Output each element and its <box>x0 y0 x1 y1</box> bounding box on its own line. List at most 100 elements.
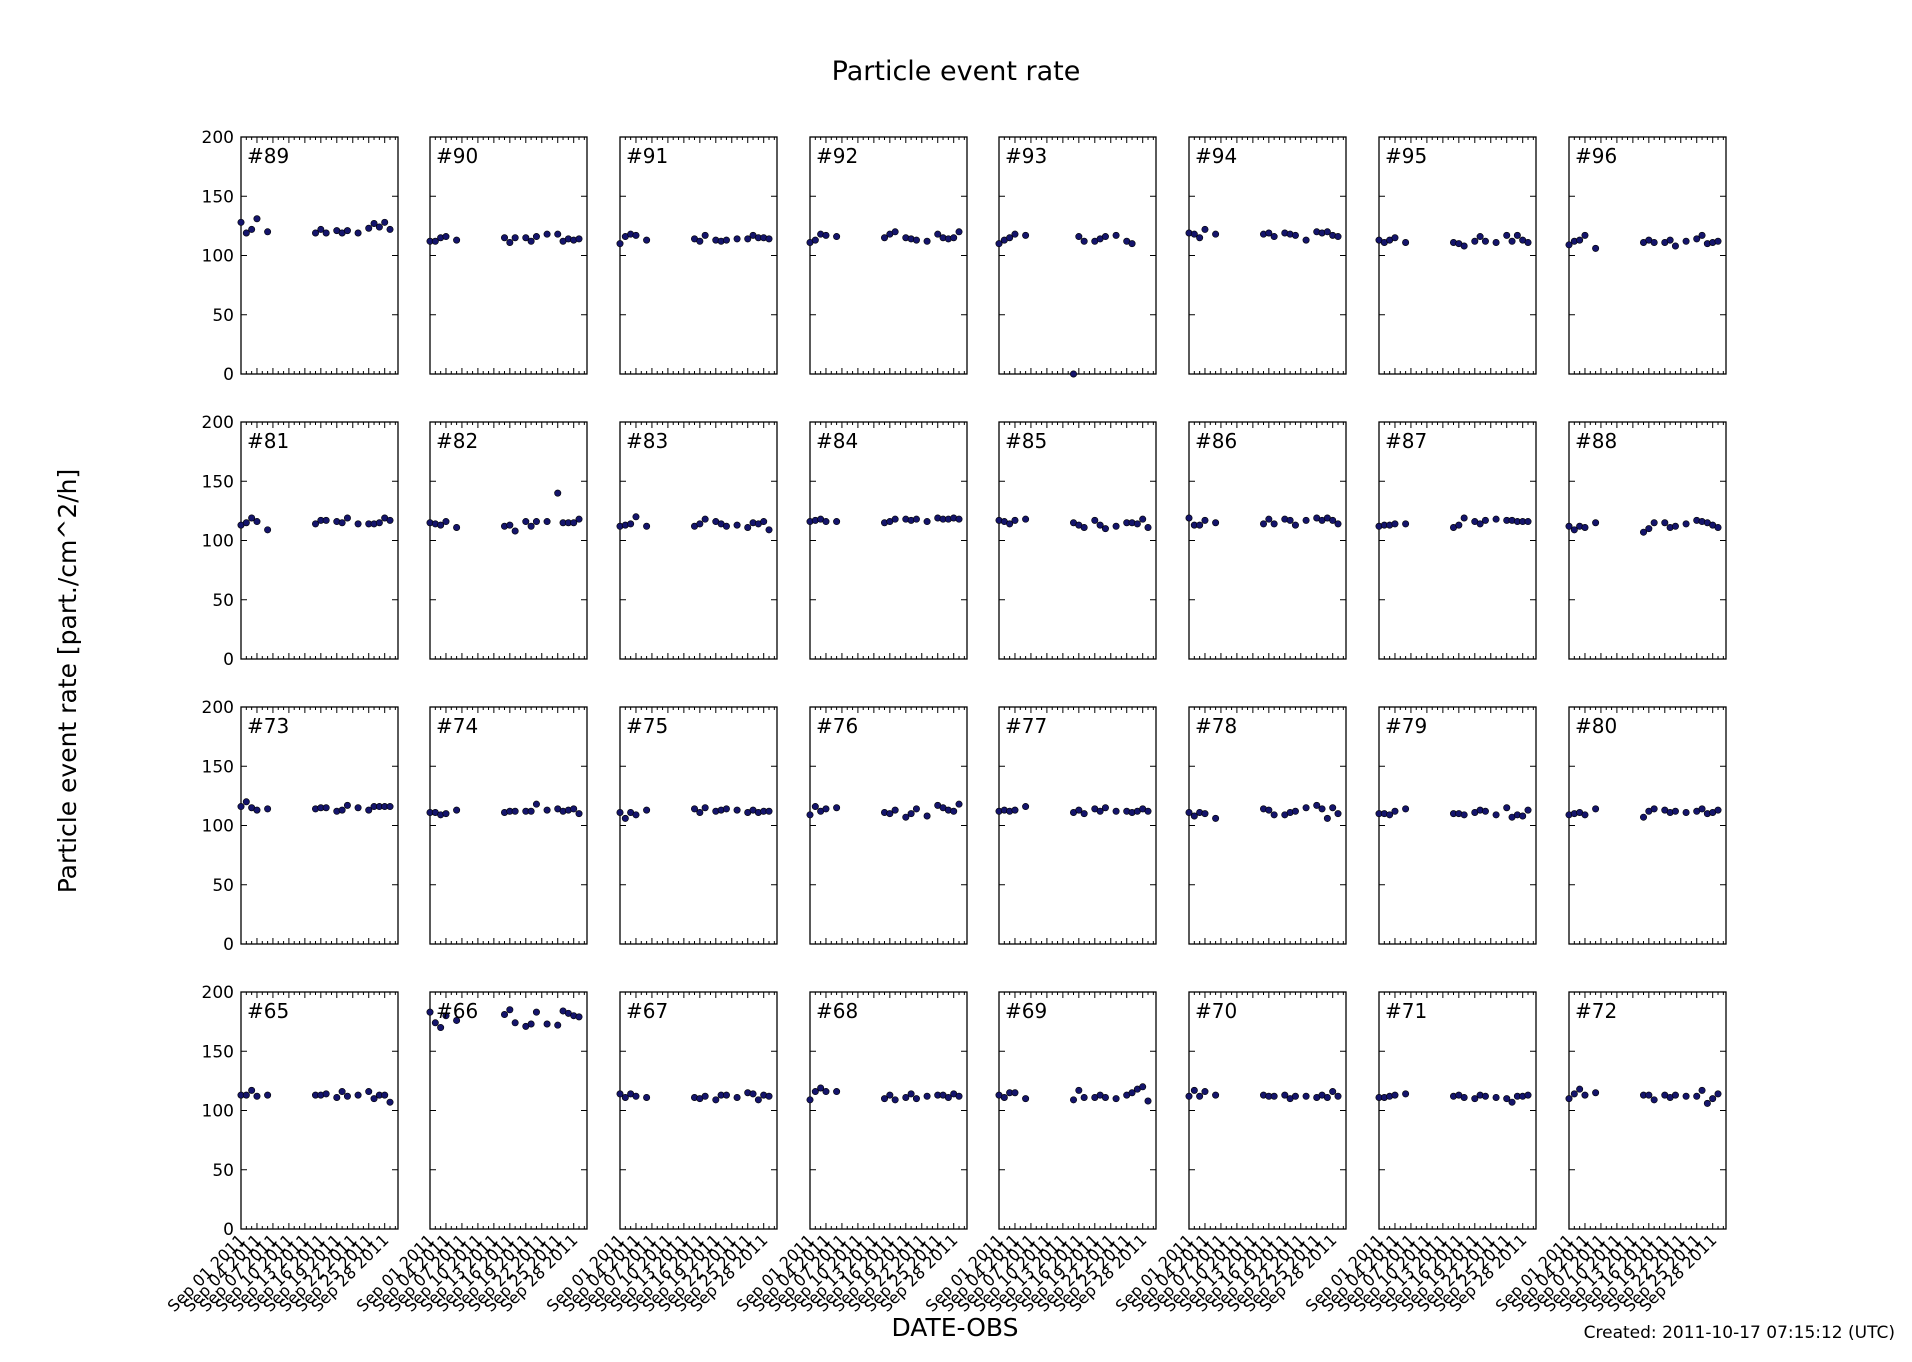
panel-78: #78 <box>1185 706 1347 945</box>
data-point <box>1000 1093 1008 1101</box>
data-point <box>248 225 256 233</box>
data-point <box>575 1013 583 1021</box>
data-point <box>1185 514 1193 522</box>
data-point <box>907 810 915 818</box>
data-point <box>891 515 899 523</box>
data-point <box>1524 518 1532 526</box>
data-point <box>1022 231 1030 239</box>
data-point <box>822 805 830 813</box>
panel-89: 0 50 100 150 200 #89 <box>202 128 399 385</box>
data-point <box>733 1093 741 1101</box>
panel-frame <box>1188 991 1347 1230</box>
panel-86: #86 <box>1185 421 1347 660</box>
panel-76: #76 <box>806 706 968 945</box>
data-point <box>833 233 841 241</box>
data-point <box>765 1092 773 1100</box>
data-point <box>1460 514 1468 522</box>
y-tick-label: 150 <box>202 472 234 492</box>
data-point <box>1291 521 1299 529</box>
data-point <box>1190 230 1198 238</box>
data-point <box>431 237 439 245</box>
data-point <box>1323 814 1331 822</box>
data-point <box>1212 1091 1220 1099</box>
data-point <box>532 1008 540 1016</box>
data-point <box>242 229 250 237</box>
data-point <box>1492 1093 1500 1101</box>
data-point <box>365 224 373 232</box>
data-point <box>1281 1091 1289 1099</box>
data-point <box>1260 520 1268 528</box>
data-point <box>912 1095 920 1103</box>
data-point <box>1139 1083 1147 1091</box>
data-point <box>386 1098 394 1106</box>
data-point <box>1144 1097 1152 1105</box>
data-point <box>1270 1092 1278 1100</box>
data-point <box>1650 805 1658 813</box>
data-point <box>701 1092 709 1100</box>
data-point <box>1302 804 1310 812</box>
data-point <box>1212 230 1220 238</box>
data-point <box>1185 808 1193 816</box>
data-point <box>1391 807 1399 815</box>
data-point <box>1671 522 1679 530</box>
data-point <box>248 514 256 522</box>
data-point <box>1270 811 1278 819</box>
data-point <box>1323 228 1331 236</box>
data-point <box>543 806 551 814</box>
data-point <box>616 240 624 248</box>
y-tick-label: 100 <box>202 1102 234 1122</box>
data-point <box>501 1011 509 1019</box>
data-point <box>1581 231 1589 239</box>
data-point <box>1682 808 1690 816</box>
data-point <box>891 806 899 814</box>
data-point <box>1492 238 1500 246</box>
data-point <box>1075 233 1083 241</box>
data-point <box>237 803 245 811</box>
data-point <box>1006 520 1014 528</box>
data-point <box>1570 1090 1578 1098</box>
data-point <box>1693 235 1701 243</box>
data-point <box>1402 238 1410 246</box>
data-point <box>242 798 250 806</box>
data-point <box>354 229 362 237</box>
panel-frame <box>429 136 588 375</box>
data-point <box>1196 521 1204 529</box>
data-point <box>912 805 920 813</box>
data-point <box>1096 521 1104 529</box>
data-point <box>1011 230 1019 238</box>
data-point <box>1581 811 1589 819</box>
panel-frame <box>1378 421 1537 660</box>
data-point <box>522 234 530 242</box>
panel-frame <box>240 706 399 945</box>
panel-frame <box>1188 136 1347 375</box>
data-point <box>511 1019 519 1027</box>
panel-label: #69 <box>1005 999 1047 1023</box>
data-point <box>1402 805 1410 813</box>
data-point <box>354 804 362 812</box>
data-point <box>501 234 509 242</box>
data-point <box>912 515 920 523</box>
data-point <box>365 806 373 814</box>
data-point <box>1212 519 1220 527</box>
data-point <box>1112 807 1120 815</box>
panel-84: #84 <box>806 421 968 660</box>
data-point <box>1212 814 1220 822</box>
data-point <box>1709 1095 1717 1103</box>
data-point <box>253 1092 261 1100</box>
data-point <box>354 520 362 528</box>
data-point <box>1492 515 1500 523</box>
panel-label: #68 <box>816 999 858 1023</box>
y-tick-label: 100 <box>202 817 234 837</box>
panel-label: #91 <box>626 144 668 168</box>
panel-frame <box>1378 136 1537 375</box>
data-point <box>950 807 958 815</box>
data-point <box>1101 233 1109 241</box>
panel-label: #72 <box>1575 999 1617 1023</box>
data-point <box>1313 801 1321 809</box>
data-point <box>338 1088 346 1096</box>
panel-label: #85 <box>1005 429 1047 453</box>
data-point <box>621 1093 629 1101</box>
data-point <box>1302 516 1310 524</box>
